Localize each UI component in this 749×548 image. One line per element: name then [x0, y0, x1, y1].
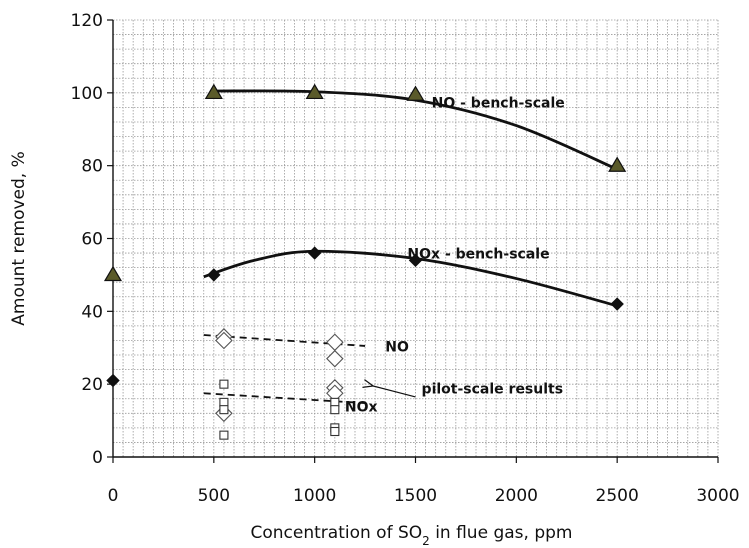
x-tick-label: 500	[198, 486, 230, 506]
square-open-point	[330, 426, 340, 437]
diamond-filled-point	[610, 297, 624, 311]
diamond-filled-point	[307, 246, 322, 260]
diamond-open-point	[215, 331, 233, 350]
x-axis-title: Concentration of SO2 in flue gas, ppm	[251, 523, 573, 548]
x-axis-title-part: in flue gas, ppm	[430, 523, 573, 543]
y-axis-title: Amount removed, %	[9, 151, 29, 326]
x-tick-label: 2000	[495, 486, 538, 506]
y-tick-label: 20	[81, 375, 103, 395]
y-tick-label: 120	[71, 11, 103, 31]
triangle-point	[406, 85, 425, 101]
triangle-point	[608, 156, 627, 172]
y-tick-label: 80	[81, 157, 103, 177]
y-tick-label: 0	[92, 448, 103, 468]
triangle-point	[103, 265, 123, 282]
diamond-filled-point	[106, 373, 120, 388]
y-tick-label: 60	[81, 230, 103, 250]
x-tick-label: 1500	[394, 486, 437, 506]
x-axis-title-subscript: 2	[422, 534, 430, 548]
annotation-label: NO	[385, 339, 409, 355]
x-tick-label: 1000	[293, 486, 336, 506]
diamond-open-point	[326, 333, 344, 352]
annotation-label: NO - bench-scale	[432, 95, 565, 111]
solid-fit-line	[203, 249, 618, 308]
square-open-point	[219, 430, 229, 440]
x-tick-label: 3000	[696, 486, 739, 506]
x-tick-label: 0	[108, 486, 119, 506]
data-points	[103, 83, 627, 440]
diamond-filled-point	[408, 253, 423, 268]
y-tick-label: 100	[71, 84, 103, 104]
square-open-point	[219, 405, 229, 415]
triangle-point	[204, 83, 223, 100]
plot-grid	[112, 19, 719, 458]
square-open-point	[219, 379, 229, 389]
annotation-arrow	[373, 386, 416, 398]
chart-text: 0 20 40 60 80 100 120 0 500 1000 1500 2000 2500 3000 A…	[9, 11, 740, 548]
annotation-label: pilot-scale results	[422, 381, 564, 397]
annotation-label: NOx - bench-scale	[407, 247, 549, 263]
triangle-point	[305, 83, 324, 100]
y-tick-label: 40	[81, 302, 103, 322]
x-axis-title-part: Concentration of SO	[251, 523, 423, 543]
diamond-open-point	[326, 349, 344, 368]
annotation-label: NOx	[345, 399, 378, 415]
diamond-filled-point	[207, 268, 221, 282]
x-tick-label: 2500	[596, 486, 639, 506]
square-open-point	[330, 405, 340, 415]
